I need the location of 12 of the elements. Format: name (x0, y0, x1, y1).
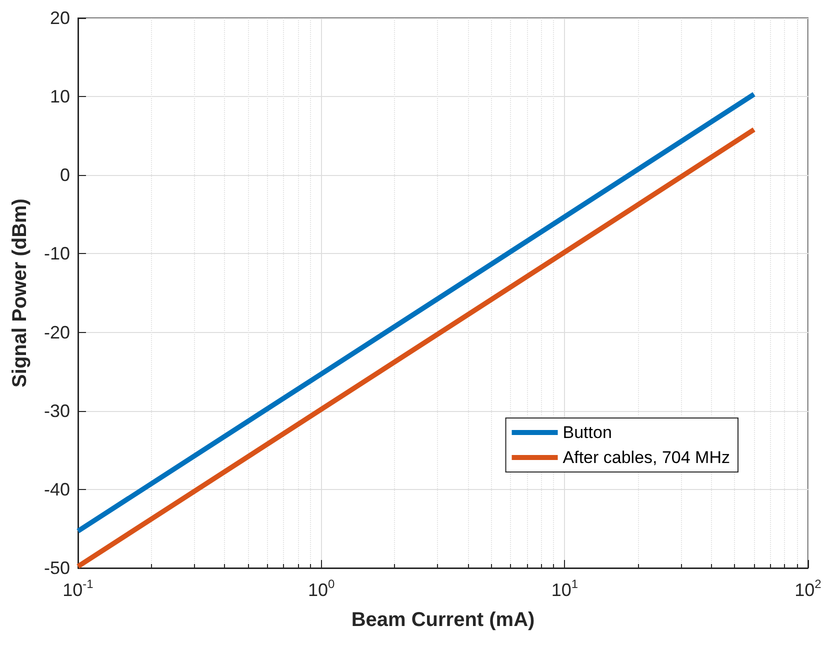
y-tick-label: -10 (44, 244, 70, 264)
legend-label: Button (562, 423, 612, 442)
y-tick-label: 20 (50, 8, 70, 28)
legend-label: After cables, 704 MHz (562, 448, 730, 467)
y-tick-label: -30 (44, 400, 70, 421)
y-axis-title: Signal Power (dBm) (9, 198, 31, 388)
y-tick-label: -40 (44, 479, 70, 500)
x-axis-title: Beam Current (mA) (351, 609, 535, 631)
y-tick-label: -50 (44, 558, 70, 578)
y-tick-label: 0 (60, 165, 70, 186)
y-tick-label: 10 (50, 86, 70, 107)
y-tick-label: -20 (44, 322, 70, 342)
